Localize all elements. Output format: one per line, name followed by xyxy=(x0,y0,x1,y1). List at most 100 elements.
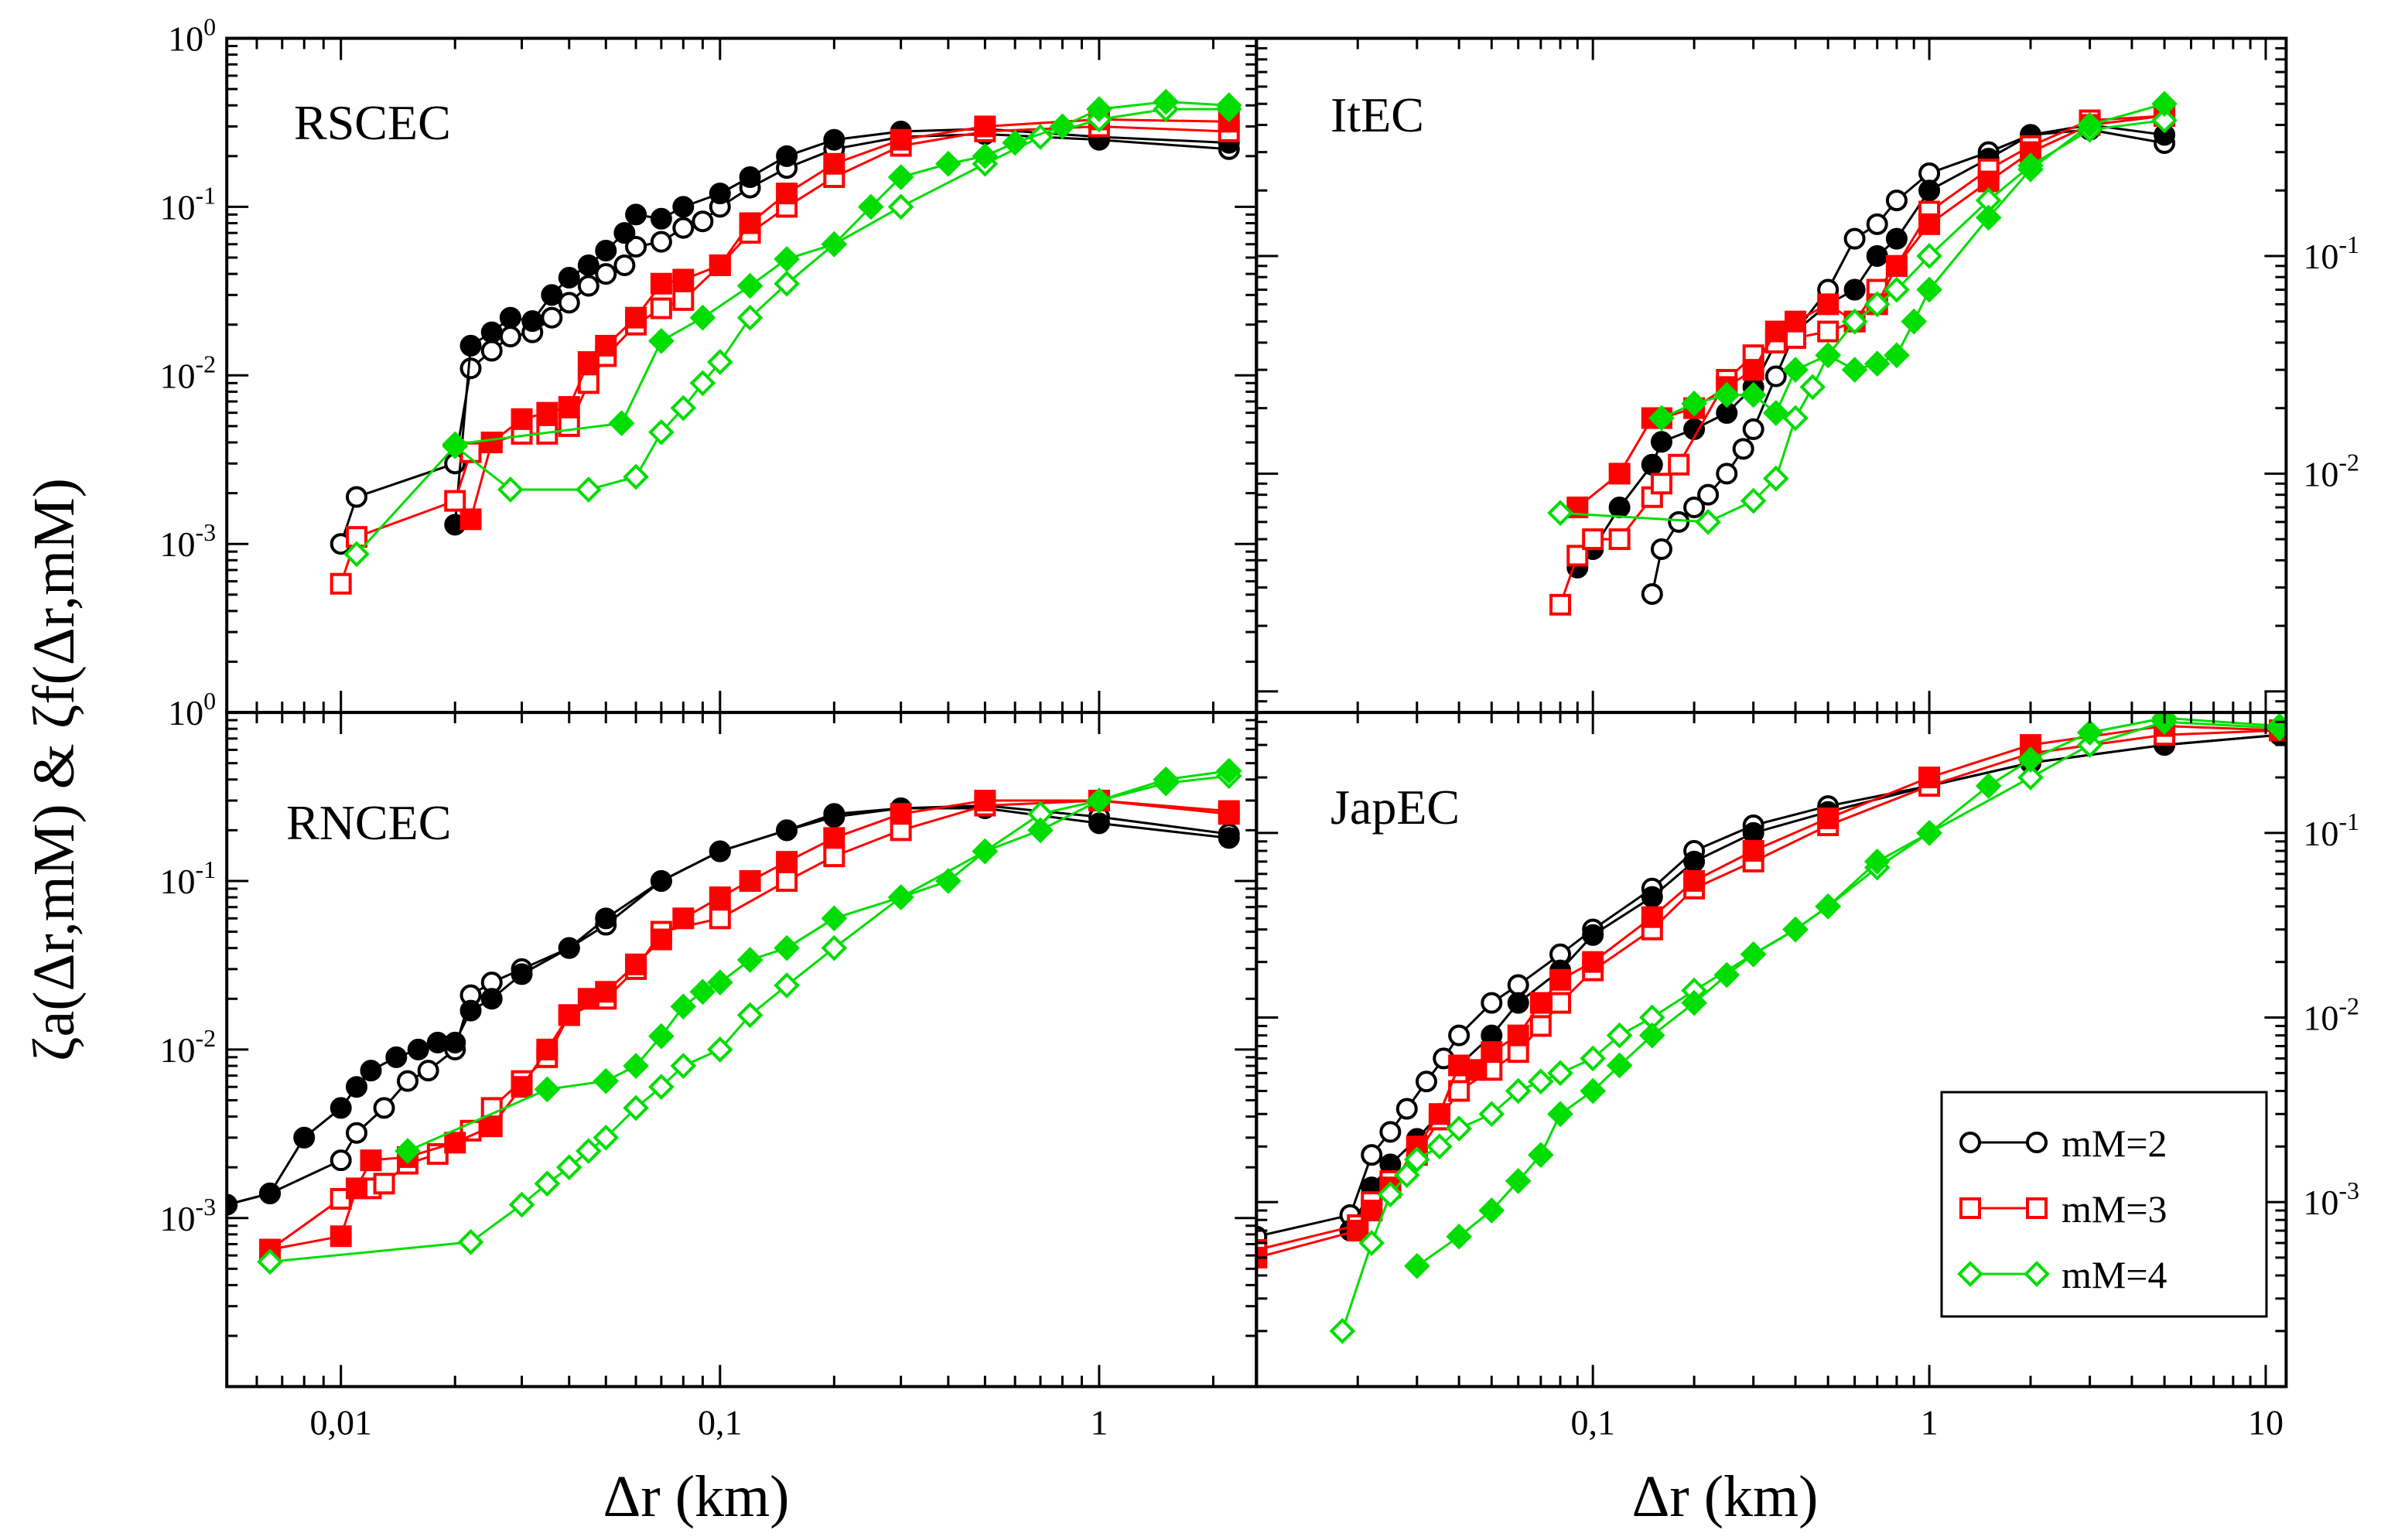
data-point xyxy=(623,463,649,490)
data-point xyxy=(227,1193,238,1216)
data-point xyxy=(1377,1181,1404,1208)
data-point xyxy=(1638,1022,1665,1049)
data-point xyxy=(577,275,600,297)
data-point xyxy=(709,886,731,909)
data-point xyxy=(1683,496,1706,518)
data-point xyxy=(1547,1101,1573,1128)
data-point xyxy=(1732,438,1754,460)
data-point xyxy=(1884,276,1910,303)
data-point xyxy=(1481,992,1503,1014)
data-point xyxy=(670,1053,697,1079)
data-point xyxy=(345,1177,367,1200)
data-point xyxy=(1918,179,1941,202)
data-point xyxy=(442,431,469,458)
data-point xyxy=(1782,357,1809,383)
data-point xyxy=(935,150,962,177)
legend-label: mM=2 xyxy=(2062,1122,2167,1165)
data-point xyxy=(625,203,647,226)
data-point xyxy=(576,476,602,503)
data-point xyxy=(397,1070,419,1092)
data-point xyxy=(459,508,482,531)
data-point xyxy=(1785,310,1807,333)
data-point xyxy=(1885,190,1908,212)
data-point xyxy=(1465,1059,1488,1081)
data-point xyxy=(1507,992,1529,1014)
panel-frame xyxy=(1255,711,2288,1388)
data-point xyxy=(1393,1162,1420,1189)
data-point xyxy=(1608,463,1631,485)
data-point xyxy=(480,340,503,362)
data-point xyxy=(1606,1022,1633,1049)
data-point xyxy=(625,306,647,329)
data-point xyxy=(689,304,716,331)
series-rscec-5 xyxy=(442,88,1242,458)
series-rncec-4 xyxy=(257,763,1242,1275)
data-point xyxy=(2151,90,2178,118)
data-point xyxy=(360,1060,382,1082)
data-point xyxy=(2151,107,2178,134)
series-japec-5 xyxy=(1403,712,2287,1279)
data-point xyxy=(1641,906,1663,928)
data-point xyxy=(1885,254,1908,277)
data-point xyxy=(1403,1252,1430,1279)
legend-box xyxy=(1940,1091,2268,1318)
data-point xyxy=(1329,1318,1356,1344)
data-point xyxy=(974,790,996,812)
data-point xyxy=(1863,849,1891,875)
data-point xyxy=(648,1023,675,1050)
data-point xyxy=(2017,746,2044,773)
data-point xyxy=(1379,1121,1402,1143)
data-point xyxy=(459,334,482,357)
ticks-rscec xyxy=(225,37,1257,714)
data-point xyxy=(459,999,482,1022)
data-point xyxy=(257,1248,283,1275)
data-point xyxy=(1742,418,1764,440)
data-point xyxy=(1478,1197,1505,1224)
series-rncec-5 xyxy=(395,757,1242,1164)
data-point xyxy=(776,145,798,167)
data-point xyxy=(776,819,798,842)
data-point xyxy=(1815,893,1842,920)
data-point xyxy=(593,1067,620,1094)
data-point xyxy=(623,1053,649,1079)
data-point xyxy=(1799,374,1826,401)
data-point xyxy=(1866,244,1888,267)
data-point xyxy=(623,1094,649,1122)
data-point xyxy=(1648,405,1675,432)
data-point xyxy=(1681,390,1707,417)
data-point xyxy=(774,972,800,999)
data-point xyxy=(1566,545,1589,567)
data-point xyxy=(650,272,672,295)
data-point xyxy=(577,988,600,1010)
data-point xyxy=(1507,1024,1529,1047)
data-point xyxy=(534,1076,561,1103)
data-point xyxy=(1608,496,1631,518)
data-point xyxy=(360,1149,382,1172)
data-point xyxy=(1918,767,1941,789)
data-point xyxy=(608,410,635,437)
data-point xyxy=(1740,487,1767,514)
legend: mM=2 mM=3 mM=4 xyxy=(1940,1091,2268,1318)
data-point xyxy=(345,1076,367,1098)
legend-entry: mM=2 xyxy=(1959,1122,2167,1165)
panel-title-japec: JapEC xyxy=(1331,780,1460,835)
x-tick-label: 1 xyxy=(1090,1403,1108,1443)
data-point xyxy=(1549,968,1572,991)
data-point xyxy=(887,164,914,190)
data-point xyxy=(1415,1070,1437,1093)
data-point xyxy=(1916,243,1942,269)
data-point xyxy=(499,326,521,348)
data-point xyxy=(395,1138,421,1164)
data-point xyxy=(1817,293,1839,316)
data-point xyxy=(330,572,352,595)
data-point xyxy=(1582,951,1604,973)
data-point xyxy=(1668,453,1690,476)
data-point xyxy=(1762,400,1789,426)
data-point xyxy=(1027,817,1054,844)
data-point xyxy=(1049,113,1076,140)
data-point xyxy=(1403,1146,1430,1173)
data-point xyxy=(890,128,912,151)
data-point xyxy=(1740,381,1767,408)
